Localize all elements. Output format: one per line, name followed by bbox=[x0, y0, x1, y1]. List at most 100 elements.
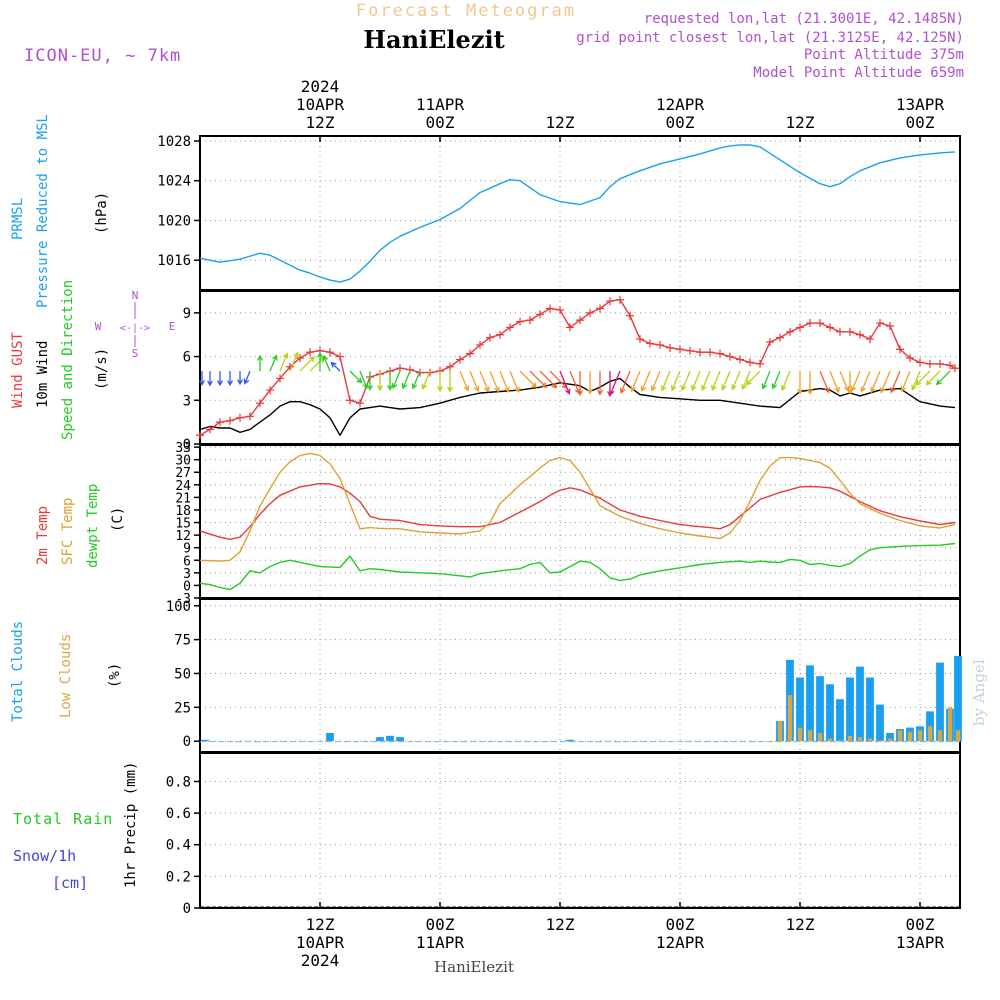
wind-direction-arrow bbox=[597, 371, 603, 396]
wind-direction-arrow bbox=[771, 370, 781, 390]
wind-direction-arrow bbox=[437, 371, 443, 393]
clouds-ytick-label: 100 bbox=[166, 599, 191, 615]
footer-location: HaniElezit bbox=[434, 958, 514, 976]
temperature-ytick-label: 21 bbox=[175, 491, 191, 506]
total-clouds-bar bbox=[876, 704, 884, 742]
wind-gust-marker bbox=[246, 412, 254, 421]
total-clouds-bar bbox=[826, 684, 834, 742]
low-clouds-bar bbox=[927, 726, 933, 742]
temperature-ytick-label: 3 bbox=[183, 567, 191, 582]
wind-direction-arrow bbox=[670, 370, 681, 392]
pressure-frame bbox=[199, 135, 961, 291]
low-clouds-bar bbox=[807, 730, 813, 742]
wind-direction-arrow bbox=[391, 370, 401, 390]
wind-gust-marker bbox=[496, 330, 504, 339]
bottom-time-label: 12Z bbox=[306, 915, 335, 934]
wind-direction-arrow bbox=[269, 354, 278, 372]
total-clouds-bar bbox=[376, 737, 384, 742]
compass-center-icon: <-|-> bbox=[120, 323, 150, 334]
wind-gust-marker bbox=[746, 358, 754, 367]
low-clouds-bar bbox=[797, 727, 803, 742]
total-clouds-bar bbox=[846, 677, 854, 742]
wind-gust-marker bbox=[196, 431, 204, 440]
wind-direction-arrow bbox=[915, 370, 931, 386]
bottom-time-label: 00Z bbox=[906, 915, 935, 934]
wind-direction-arrow bbox=[289, 351, 299, 372]
wind-gust-marker bbox=[566, 323, 574, 332]
temperature-ytick-label: 9 bbox=[183, 542, 191, 557]
wind-direction-arrow bbox=[781, 370, 791, 392]
compass-west: W bbox=[95, 320, 102, 333]
top-time-label: 11APR bbox=[416, 95, 465, 114]
wind-direction-arrow bbox=[489, 370, 500, 393]
low-clouds-bar bbox=[777, 720, 783, 742]
chart-title: Forecast Meteogram bbox=[356, 1, 576, 21]
total-clouds-bar bbox=[796, 677, 804, 742]
wind-gust-marker bbox=[226, 416, 234, 425]
wind-direction-arrow bbox=[925, 370, 941, 386]
low-clouds-bar bbox=[897, 730, 903, 742]
wind-gust-marker bbox=[706, 348, 714, 357]
snow-label: Snow/1h bbox=[13, 847, 76, 865]
temperature-ytick-label: 0 bbox=[183, 579, 191, 594]
wind-ytick-label: 3 bbox=[183, 393, 191, 409]
pressure-label-long: Pressure Reduced to MSL bbox=[35, 114, 51, 308]
wind-direction-arrow bbox=[459, 370, 470, 392]
low-clouds-bar bbox=[867, 738, 873, 742]
wind-direction-arrow bbox=[935, 370, 951, 386]
clouds-ytick-label: 0 bbox=[183, 734, 191, 750]
wind-gust-marker bbox=[846, 327, 854, 336]
bottom-time-label: 12APR bbox=[656, 933, 705, 952]
wind-gust-marker bbox=[556, 305, 564, 314]
wind-gust-marker bbox=[656, 340, 664, 349]
wind-direction-arrow bbox=[539, 370, 558, 389]
wind-gust-marker bbox=[396, 364, 404, 373]
wind-direction-arrow bbox=[745, 370, 761, 386]
wind-gust-marker bbox=[626, 311, 634, 320]
precipitation-frame bbox=[199, 752, 961, 909]
wind-panel: 0 3 6 9 bbox=[183, 290, 961, 453]
wind-direction-arrow bbox=[411, 370, 421, 390]
precipitation-ytick-label: 0.8 bbox=[166, 774, 191, 790]
wind-direction-arrow bbox=[569, 370, 581, 395]
wind-gust-marker bbox=[586, 308, 594, 317]
low-clouds-bar bbox=[837, 740, 843, 742]
wind-direction-arrow bbox=[797, 371, 803, 395]
wind-gust-marker bbox=[806, 319, 814, 328]
wind-gust-marker bbox=[936, 359, 944, 368]
wind-gust-marker bbox=[466, 349, 474, 358]
wind-gust-marker bbox=[766, 338, 774, 346]
wind-gust-marker bbox=[646, 339, 654, 348]
wind-direction-arrow bbox=[660, 370, 671, 392]
wind-gust-marker bbox=[516, 317, 524, 326]
wind-direction-arrow bbox=[890, 370, 901, 394]
total-clouds-bar bbox=[886, 733, 894, 742]
temperature-frame bbox=[199, 444, 961, 599]
wind-gust-marker bbox=[606, 297, 614, 306]
total-clouds-bar bbox=[954, 655, 962, 742]
wind-direction-label: Speed and Direction bbox=[60, 280, 76, 440]
temperature-ytick-label: 30 bbox=[175, 454, 191, 469]
precip-panel-labels: Total Rain Snow/1h [cm] 1hr Precip (mm) bbox=[13, 762, 139, 892]
wind-direction-arrow bbox=[839, 370, 850, 392]
wind-ytick-label: 0 bbox=[183, 437, 191, 453]
wind-direction-arrow bbox=[681, 370, 691, 392]
wind-direction-arrow bbox=[499, 370, 510, 393]
bottom-time-label: 00Z bbox=[666, 915, 695, 934]
wind-direction-arrow bbox=[630, 370, 641, 393]
wind-gust-marker bbox=[786, 327, 794, 336]
pressure-unit: (hPa) bbox=[94, 192, 110, 234]
wind-direction-arrow bbox=[359, 370, 369, 390]
top-time-label: 12Z bbox=[306, 113, 335, 132]
wind-ytick-label: 9 bbox=[183, 306, 191, 322]
wind-direction-arrow bbox=[469, 370, 480, 393]
compass-rose-icon: N S W E <-|-> bbox=[95, 289, 176, 360]
wind-direction-arrow bbox=[731, 370, 741, 391]
clouds-ytick-label: 75 bbox=[174, 633, 191, 649]
wind-gust-marker bbox=[536, 310, 544, 319]
grid-point-coords: grid point closest lon,lat (21.3125E, 42… bbox=[576, 30, 964, 46]
wind-gust-marker bbox=[636, 335, 644, 344]
wind-direction-arrow bbox=[721, 370, 731, 391]
wind-unit: (m/s) bbox=[94, 348, 110, 390]
